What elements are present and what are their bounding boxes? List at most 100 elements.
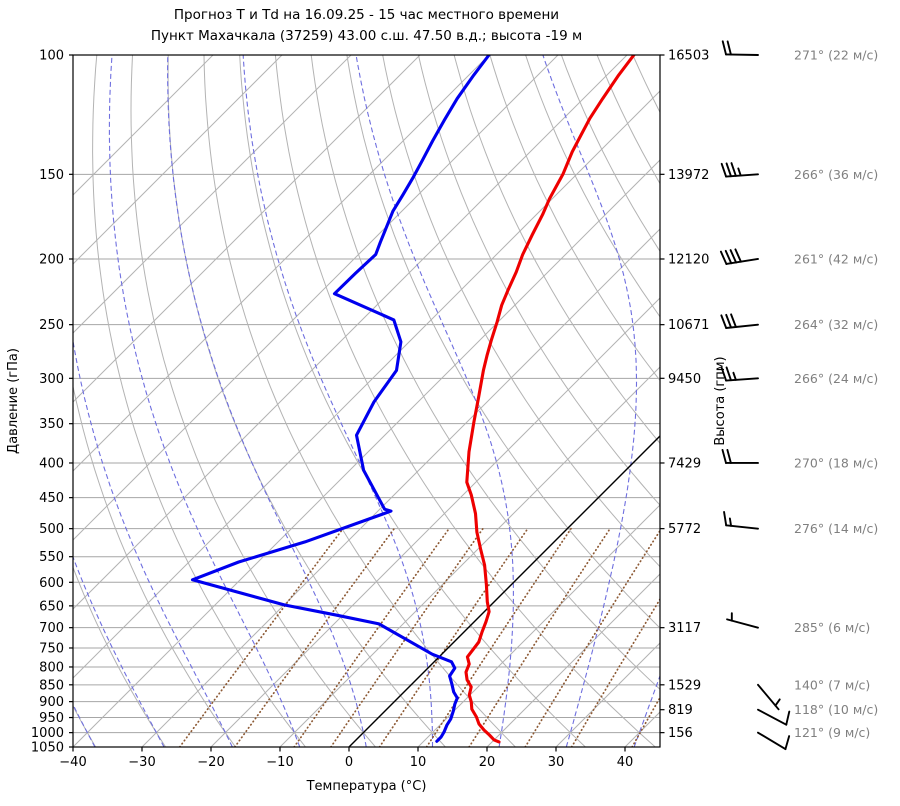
pressure-tick-label: 750	[39, 641, 64, 656]
moist-adiabat	[633, 674, 660, 747]
isotherm	[73, 55, 421, 403]
chart-title: Прогноз Т и Td на 16.09.25 - 15 час мест…	[73, 5, 660, 47]
wind-labels: 271° (22 м/с) 266° (36 м/с) 261° (42 м/с) 2…	[794, 48, 878, 741]
wind-barb-half-tick	[737, 167, 742, 177]
moist-adiabat	[355, 55, 514, 747]
pressure-tick-label: 250	[39, 318, 64, 333]
pressure-tick-label: 300	[39, 372, 64, 387]
isotherm	[73, 55, 490, 472]
isotherm	[210, 297, 660, 747]
moist-adiabat	[108, 55, 301, 747]
temperature-tick-label: 20	[479, 755, 496, 770]
dry-adiabat	[560, 55, 660, 253]
moist-adiabat	[73, 337, 233, 747]
temperature-tick-label: 30	[548, 755, 565, 770]
wind-label: 276° (14 м/с)	[794, 521, 878, 536]
temperature-tick-label: −40	[59, 755, 86, 770]
wind-barb-full-tick	[729, 249, 738, 264]
isotherm	[73, 55, 628, 610]
wind-label: 121° (9 м/с)	[794, 725, 870, 740]
height-tick-label: 7429	[668, 456, 701, 471]
wind-label: 140° (7 м/с)	[794, 677, 870, 692]
wind-barb-full-tick	[720, 314, 728, 329]
height-tick-label: 3117	[668, 621, 701, 636]
isotherm	[73, 55, 352, 334]
wind-barb-full-tick	[785, 710, 791, 726]
wind-barb-full-tick	[720, 162, 728, 178]
isotherms	[73, 55, 660, 747]
moist-adiabat	[167, 55, 367, 747]
isotherm	[73, 159, 660, 747]
pressure-gridlines	[73, 173, 660, 734]
pressure-tick-label: 800	[39, 660, 64, 675]
wind-barb-full-tick	[725, 366, 732, 382]
dry-adiabat	[489, 55, 660, 382]
wind-barb	[723, 511, 759, 530]
wind-barb	[721, 40, 759, 56]
dry-adiabat	[203, 55, 516, 747]
pressure-tick-label: 900	[39, 695, 64, 710]
mixing-ratio-line	[570, 597, 660, 747]
moist-adiabat	[242, 55, 434, 747]
wind-barb-half-tick	[774, 698, 781, 707]
wind-barb	[720, 162, 759, 178]
height-axis-label: Высота (гпм)	[713, 356, 728, 445]
wind-label: 261° (42 м/с)	[794, 251, 878, 266]
wind-barb-full-tick	[726, 40, 732, 56]
dry-adiabat	[92, 55, 306, 747]
wind-barb-full-tick	[720, 366, 728, 382]
isotherm	[73, 55, 214, 196]
dry-adiabat	[417, 55, 660, 506]
wind-barb	[757, 683, 781, 711]
wind-barb-half-tick	[728, 517, 732, 527]
height-tick-label: 13972	[668, 168, 709, 183]
dry-adiabat	[167, 55, 446, 747]
pressure-tick-label: 1050	[31, 741, 64, 756]
moist-adiabat	[542, 55, 638, 747]
temperature-axis-label: Температура (°C)	[306, 779, 427, 794]
wind-barb	[721, 448, 759, 464]
dry-adiabat	[453, 55, 660, 444]
chart-title-line2: Пункт Махачкала (37259) 43.00 с.ш. 47.50…	[150, 28, 583, 44]
dry-adiabat	[130, 55, 376, 747]
pressure-tick-label: 550	[39, 550, 64, 565]
dry-adiabat	[310, 55, 660, 691]
temperature-tick-label: −10	[266, 755, 293, 770]
mixing-ratio-line	[425, 527, 572, 747]
wind-barb	[757, 731, 791, 751]
dewpoint-curve	[190, 55, 491, 743]
mixing-ratio-line	[524, 529, 660, 747]
chart-title-line1: Прогноз Т и Td на 16.09.25 - 15 час мест…	[173, 7, 560, 23]
pressure-tick-label: 650	[39, 599, 64, 614]
dry-adiabat	[382, 55, 660, 568]
wind-barb-staff	[757, 731, 787, 751]
height-tick-label: 10671	[668, 318, 709, 333]
temperature-axis-ticks: −40 −30 −20 −10 0 10 20 30 40	[59, 747, 633, 770]
wind-barb-staff	[757, 708, 788, 726]
dry-adiabat	[274, 55, 656, 747]
plot-border	[72, 54, 661, 748]
wind-barb	[720, 313, 759, 329]
height-tick-label: 1529	[668, 678, 701, 693]
isotherm	[141, 228, 660, 747]
mixing-ratio-lines	[178, 527, 660, 747]
wind-label: 264° (32 м/с)	[794, 317, 878, 332]
temperature-tick-label: 10	[410, 755, 427, 770]
dry-adiabat	[596, 55, 660, 185]
height-axis-ticks: 16503 13972 12120 10671 9450 7429 5772 3117 1529…	[660, 49, 709, 741]
isotherm	[624, 711, 660, 747]
pressure-tick-label: 400	[39, 456, 64, 471]
pressure-axis-ticks: 100 150 200 250 300 350 400 450 500 550 600 650 700 7…	[31, 49, 73, 756]
pressure-tick-label: 450	[39, 491, 64, 506]
height-tick-label: 5772	[668, 522, 701, 537]
wind-barb-full-tick	[726, 448, 732, 464]
wind-barb-full-tick	[723, 511, 728, 527]
pressure-tick-label: 100	[39, 49, 64, 64]
wind-barb-half-tick	[732, 371, 737, 381]
wind-barbs	[719, 40, 791, 751]
temperature-curve	[464, 55, 636, 744]
pressure-tick-label: 350	[39, 417, 64, 432]
wind-barb	[757, 708, 791, 726]
plot-area	[73, 55, 660, 747]
